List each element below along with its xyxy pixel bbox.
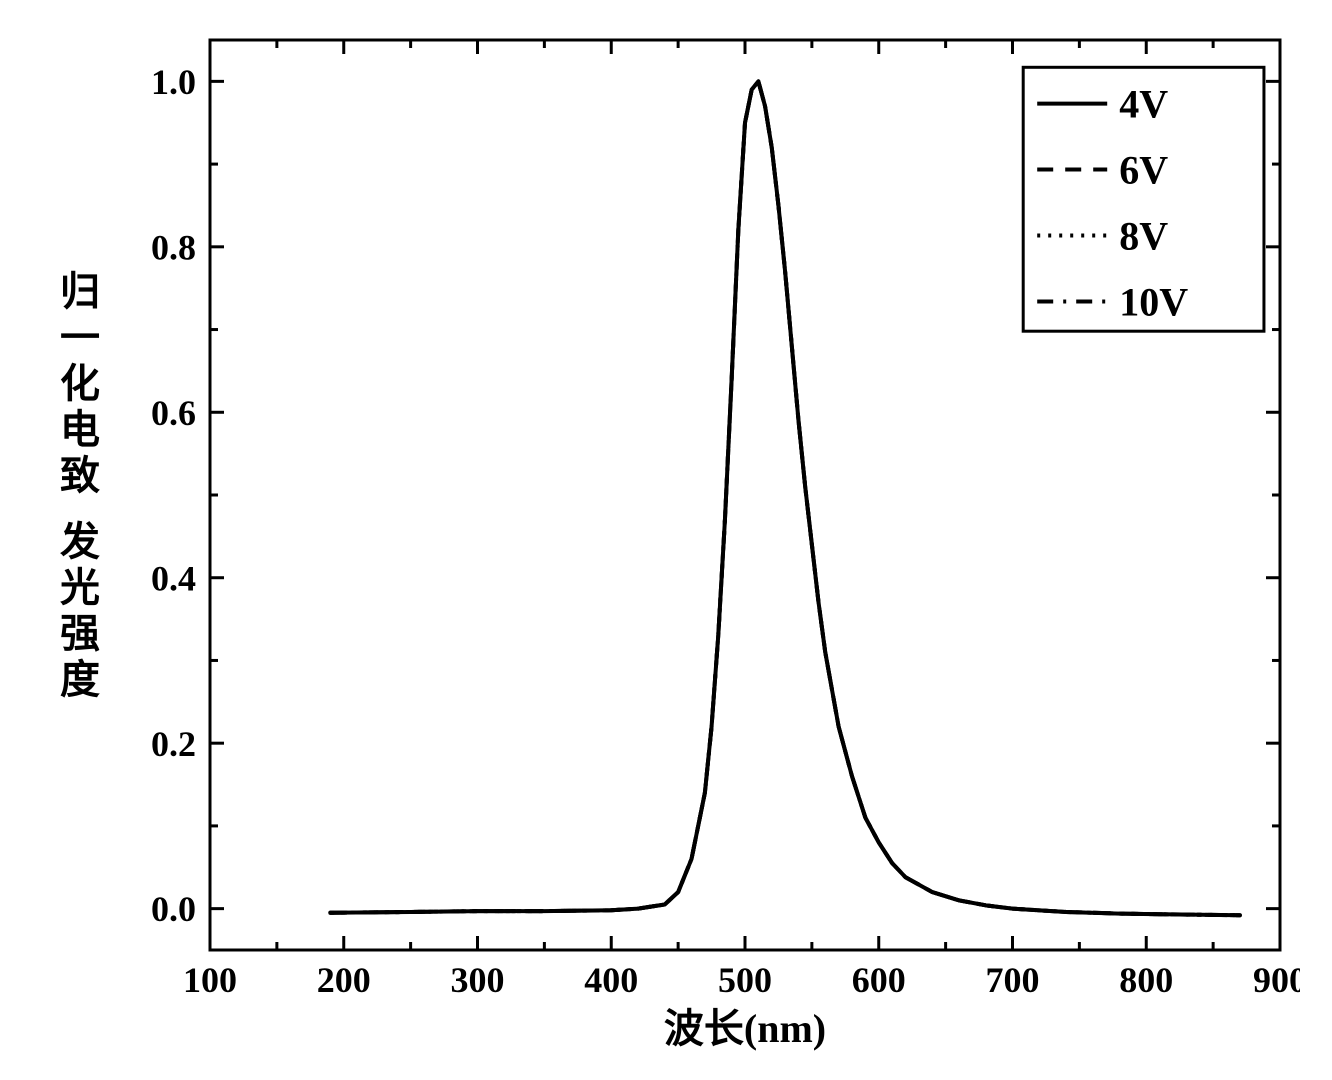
svg-text:一: 一 xyxy=(60,315,100,360)
svg-text:发: 发 xyxy=(60,519,100,564)
svg-text:0.6: 0.6 xyxy=(151,393,196,433)
svg-text:0.2: 0.2 xyxy=(151,724,196,764)
svg-text:10V: 10V xyxy=(1119,280,1188,325)
svg-text:6V: 6V xyxy=(1119,148,1168,193)
svg-text:800: 800 xyxy=(1119,960,1173,1000)
svg-text:0.0: 0.0 xyxy=(151,889,196,929)
svg-text:致: 致 xyxy=(60,453,100,498)
chart-svg: 100 200 300 400 500 600 700 800 900 0.0 0.2 0.4 0.6 0… xyxy=(40,20,1300,1060)
svg-text:化: 化 xyxy=(60,361,100,406)
svg-text:400: 400 xyxy=(584,960,638,1000)
svg-text:光: 光 xyxy=(60,565,100,610)
svg-text:强: 强 xyxy=(60,611,100,656)
svg-text:300: 300 xyxy=(451,960,505,1000)
svg-text:度: 度 xyxy=(60,657,100,702)
svg-text:500: 500 xyxy=(718,960,772,1000)
svg-text:4V: 4V xyxy=(1119,82,1168,127)
svg-text:100: 100 xyxy=(183,960,237,1000)
svg-text:1.0: 1.0 xyxy=(151,62,196,102)
svg-text:归: 归 xyxy=(60,269,100,314)
svg-text:0.4: 0.4 xyxy=(151,558,196,598)
svg-text:8V: 8V xyxy=(1119,214,1168,259)
svg-text:电: 电 xyxy=(60,407,100,452)
svg-text:波长(nm): 波长(nm) xyxy=(664,1006,826,1051)
svg-text:0.8: 0.8 xyxy=(151,227,196,267)
svg-text:600: 600 xyxy=(852,960,906,1000)
svg-text:900: 900 xyxy=(1253,960,1300,1000)
svg-text:200: 200 xyxy=(317,960,371,1000)
spectrum-chart: 100 200 300 400 500 600 700 800 900 0.0 0.2 0.4 0.6 0… xyxy=(40,20,1300,1060)
svg-text:700: 700 xyxy=(986,960,1040,1000)
